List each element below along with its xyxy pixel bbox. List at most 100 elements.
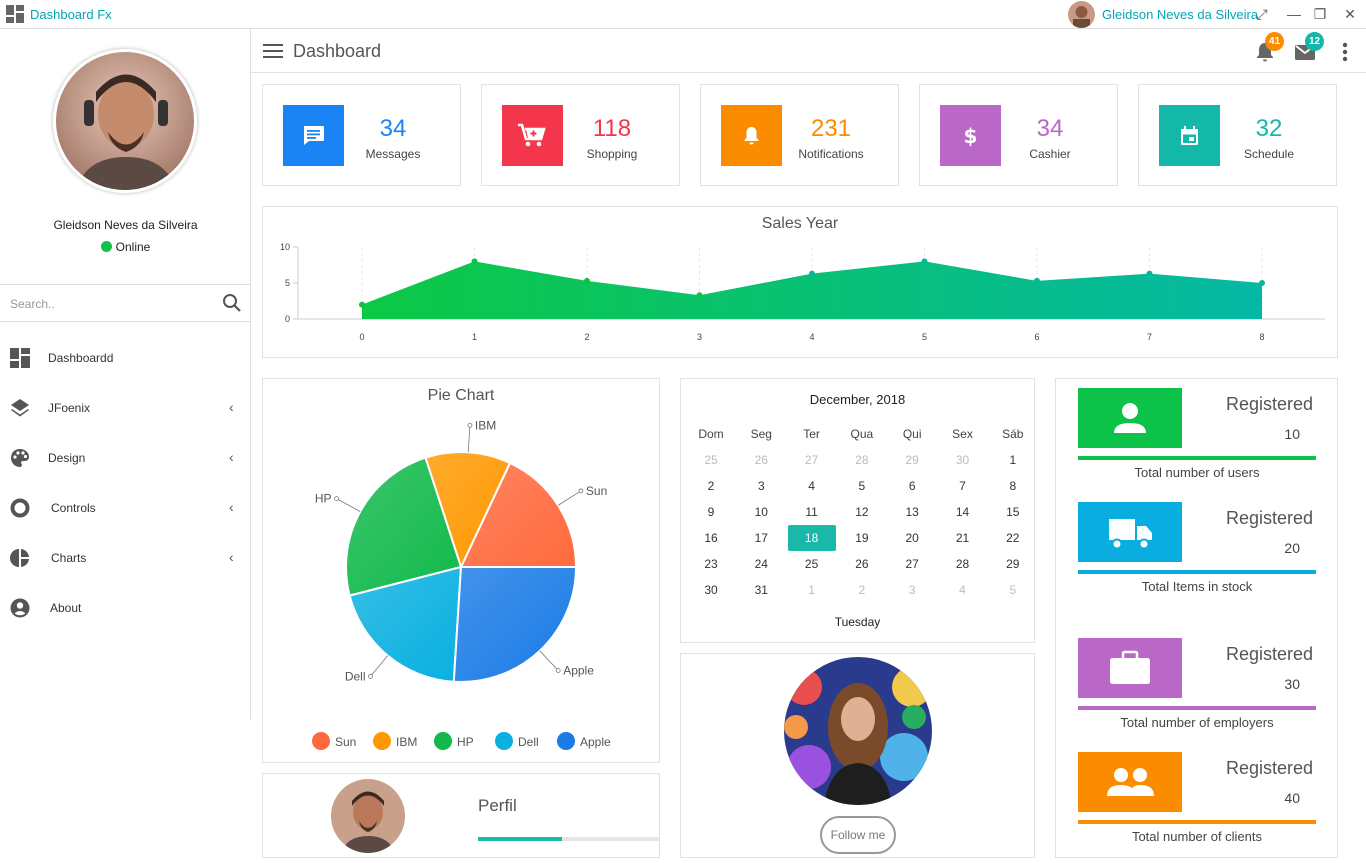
calendar-day[interactable]: 1 <box>1009 453 1017 467</box>
calendar-day[interactable]: 30 <box>704 583 718 597</box>
messages-badge: 12 <box>1305 32 1324 51</box>
calendar-day[interactable]: 2 <box>707 479 715 493</box>
stat-card-notifications[interactable]: 231 Notifications <box>700 84 899 186</box>
calendar-title: December, 2018 <box>809 392 906 407</box>
hamburger-menu-icon[interactable] <box>263 44 283 58</box>
calendar-day[interactable]: 31 <box>754 583 768 597</box>
minimize-button[interactable]: — <box>1287 6 1301 22</box>
calendar-day[interactable]: 29 <box>1006 557 1020 571</box>
calendar-day[interactable]: 2 <box>858 583 866 597</box>
calendar-day[interactable]: 5 <box>858 479 866 493</box>
calendar-day[interactable]: 23 <box>704 557 718 571</box>
legend-label: Dell <box>518 735 539 749</box>
calendar-day[interactable]: 28 <box>955 557 970 571</box>
calendar-day[interactable]: 14 <box>955 505 970 519</box>
calendar-day[interactable]: 25 <box>704 453 718 467</box>
calendar-day[interactable]: 26 <box>754 453 768 467</box>
calendar-day[interactable]: 17 <box>754 531 768 545</box>
cart-icon <box>502 105 563 166</box>
sales-data-point[interactable] <box>1146 270 1153 277</box>
calendar-day[interactable]: 22 <box>1006 531 1020 545</box>
legend-label: Apple <box>580 735 611 749</box>
sidebar-item-about[interactable]: About <box>0 586 251 630</box>
sales-data-point[interactable] <box>809 270 815 277</box>
legend-swatch <box>495 732 513 750</box>
calendar-day[interactable]: 19 <box>855 531 869 545</box>
calendar-day[interactable]: 20 <box>905 531 919 545</box>
sales-data-point[interactable] <box>696 292 703 299</box>
calendar-day[interactable]: 29 <box>905 453 919 467</box>
calendar-day[interactable]: 21 <box>955 531 970 545</box>
calendar-day[interactable]: 6 <box>908 479 916 493</box>
sales-data-point[interactable] <box>921 258 928 265</box>
perfil-progress-fill <box>478 837 562 841</box>
sidebar-item-controls[interactable]: Controls ‹ <box>0 486 251 530</box>
search-input[interactable] <box>10 294 210 314</box>
ring-icon <box>10 498 30 518</box>
follow-me-button[interactable]: Follow me <box>820 816 896 854</box>
calendar-day[interactable]: 27 <box>804 453 819 467</box>
sidebar-item-design[interactable]: Design ‹ <box>0 436 251 480</box>
search-icon[interactable] <box>222 293 242 313</box>
calendar-day[interactable]: 11 <box>805 505 818 519</box>
page-header: Dashboard 41 12 <box>251 29 1366 73</box>
calendar-day[interactable]: 24 <box>754 557 768 571</box>
sales-data-point[interactable] <box>359 301 365 308</box>
calendar-day[interactable]: 5 <box>1009 583 1017 597</box>
pie-label-dot <box>334 496 339 501</box>
calendar-day[interactable]: 26 <box>855 557 869 571</box>
sales-data-point[interactable] <box>584 277 590 284</box>
stat-card-cashier[interactable]: $ 34 Cashier <box>919 84 1118 186</box>
x-tick-label: 8 <box>1259 332 1264 342</box>
stat-card-messages[interactable]: 34 Messages <box>262 84 461 186</box>
pie-slice-dell[interactable] <box>348 565 463 683</box>
sales-data-point[interactable] <box>1259 280 1265 286</box>
calendar-day[interactable]: 8 <box>1009 479 1017 493</box>
stat-card-shopping[interactable]: 118 Shopping <box>481 84 680 186</box>
calendar-day[interactable]: 25 <box>804 557 819 571</box>
more-vert-icon[interactable] <box>1334 41 1356 63</box>
calendar-day-selected[interactable]: 18 <box>787 525 836 551</box>
pie-slice-sun[interactable] <box>459 461 578 568</box>
briefcase-icon <box>1078 638 1182 698</box>
calendar-day[interactable]: 13 <box>905 505 919 519</box>
sales-data-point[interactable] <box>1034 277 1040 284</box>
profile-avatar <box>53 49 197 193</box>
calendar-day[interactable]: 1 <box>808 583 815 597</box>
calendar-icon <box>1159 105 1220 166</box>
calendar-day[interactable]: 3 <box>908 583 916 597</box>
calendar-day[interactable]: 30 <box>955 453 970 467</box>
stat-label: Shopping <box>586 147 638 161</box>
sidebar-item-charts[interactable]: Charts ‹ <box>0 536 251 580</box>
close-button[interactable]: ✕ <box>1344 6 1356 22</box>
y-tick-label: 10 <box>280 242 290 252</box>
y-tick-label: 5 <box>285 278 290 288</box>
sales-data-point[interactable] <box>471 258 478 265</box>
chevron-left-icon: ‹ <box>229 399 234 415</box>
sidebar-item-dashboard[interactable]: Dashboardd <box>0 336 251 380</box>
calendar-day[interactable]: 15 <box>1006 505 1020 519</box>
restore-button[interactable]: ❐ <box>1313 6 1327 22</box>
calendar-day[interactable]: 4 <box>959 583 966 597</box>
calendar-day[interactable]: 27 <box>905 557 919 571</box>
calendar-day[interactable]: 7 <box>959 479 966 493</box>
calendar-day[interactable]: 3 <box>757 479 765 493</box>
bell-icon <box>721 105 782 166</box>
stat-label: Messages <box>365 147 421 161</box>
calendar-day[interactable]: 12 <box>855 505 869 519</box>
pie-slice-hp[interactable] <box>345 456 463 597</box>
calendar-day[interactable]: 4 <box>808 479 815 493</box>
sidebar-item-jfoenix[interactable]: JFoenix ‹ <box>0 386 251 430</box>
calendar-day[interactable]: 28 <box>855 453 869 467</box>
registered-bar <box>1078 820 1316 824</box>
calendar-day[interactable]: 16 <box>704 531 718 545</box>
titlebar-user-name[interactable]: Gleidson Neves da Silveira <box>1102 7 1259 22</box>
pie-slice-label: Sun <box>586 484 607 498</box>
pie-slice-label: Apple <box>563 664 594 678</box>
calendar-day[interactable]: 10 <box>754 505 768 519</box>
stat-card-schedule[interactable]: 32 Schedule <box>1138 84 1337 186</box>
pie-slice-apple[interactable] <box>452 566 578 683</box>
fullscreen-button[interactable]: ⤢ <box>1256 6 1268 22</box>
titlebar-avatar[interactable] <box>1068 1 1095 28</box>
calendar-day[interactable]: 9 <box>707 505 715 519</box>
